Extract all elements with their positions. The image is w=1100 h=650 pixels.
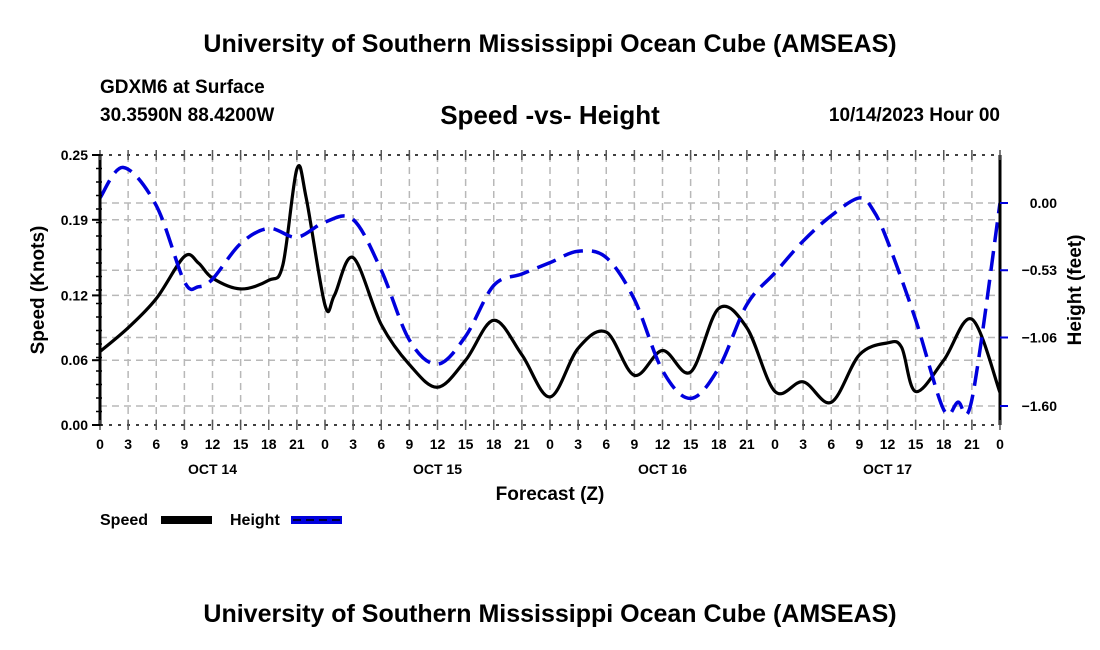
series-line-height bbox=[98, 165, 1002, 417]
legend: Speed Height bbox=[100, 512, 342, 529]
x-tick-label: 9 bbox=[630, 436, 638, 452]
x-tick-label: 9 bbox=[405, 436, 413, 452]
x-tick-label: 18 bbox=[711, 436, 727, 452]
day-label: OCT 15 bbox=[413, 461, 462, 477]
x-tick-label: 21 bbox=[964, 436, 980, 452]
x-tick-label: 0 bbox=[996, 436, 1004, 452]
x-tick-label: 15 bbox=[683, 436, 699, 452]
x-tick-label: 21 bbox=[739, 436, 755, 452]
bottom-title: University of Southern Mississippi Ocean… bbox=[203, 600, 897, 628]
x-tick-label: 3 bbox=[124, 436, 132, 452]
x-tick-label: 3 bbox=[799, 436, 807, 452]
day-label: OCT 16 bbox=[638, 461, 687, 477]
chart-subtitle: Speed -vs- Height bbox=[440, 100, 660, 130]
x-tick-label: 18 bbox=[486, 436, 502, 452]
y2-axis-label: Height (feet) bbox=[1065, 235, 1086, 346]
x-tick-label: 12 bbox=[880, 436, 896, 452]
x-tick-label: 15 bbox=[458, 436, 474, 452]
day-label: OCT 17 bbox=[863, 461, 912, 477]
date-label: 10/14/2023 Hour 00 bbox=[828, 105, 1000, 126]
x-tick-label: 12 bbox=[655, 436, 671, 452]
legend-label-height: Height bbox=[230, 512, 280, 529]
x-tick-label: 0 bbox=[546, 436, 554, 452]
y-tick-label: 0.19 bbox=[61, 212, 88, 228]
x-tick-label: 3 bbox=[574, 436, 582, 452]
y2-tick-label: −0.53 bbox=[1022, 262, 1058, 278]
legend-swatch-height bbox=[291, 516, 342, 524]
x-tick-label: 21 bbox=[289, 436, 305, 452]
y2-tick-label: 0.00 bbox=[1030, 195, 1057, 211]
main-title: University of Southern Mississippi Ocean… bbox=[203, 30, 897, 58]
legend-label-speed: Speed bbox=[100, 512, 148, 529]
series-line-speed bbox=[98, 164, 1002, 405]
x-tick-label: 18 bbox=[936, 436, 952, 452]
y2-tick-label: −1.06 bbox=[1022, 329, 1058, 345]
station-label: GDXM6 at Surface bbox=[100, 77, 265, 98]
day-label: OCT 14 bbox=[188, 461, 237, 477]
y-tick-label: 0.25 bbox=[61, 147, 88, 163]
x-tick-label: 15 bbox=[233, 436, 249, 452]
ticks: 0 3 6 9 12 15 18 21 0 3 6 9 12 15 18 21 0 3 6 9 12 15 18 21 0 3 6 9… bbox=[61, 147, 1057, 477]
x-tick-label: 12 bbox=[205, 436, 221, 452]
x-tick-label: 0 bbox=[96, 436, 104, 452]
x-tick-label: 12 bbox=[430, 436, 446, 452]
x-tick-label: 6 bbox=[152, 436, 160, 452]
x-tick-label: 6 bbox=[602, 436, 610, 452]
y-tick-label: 0.12 bbox=[61, 287, 88, 303]
y2-tick-label: −1.60 bbox=[1022, 398, 1058, 414]
x-tick-label: 21 bbox=[514, 436, 530, 452]
x-tick-label: 9 bbox=[180, 436, 188, 452]
x-axis-label: Forecast (Z) bbox=[496, 484, 605, 505]
grid-lines bbox=[100, 155, 1000, 425]
y-tick-label: 0.00 bbox=[61, 417, 88, 433]
x-tick-label: 15 bbox=[908, 436, 924, 452]
x-tick-label: 0 bbox=[321, 436, 329, 452]
y-axis-label: Speed (Knots) bbox=[28, 226, 49, 355]
y-tick-label: 0.06 bbox=[61, 352, 88, 368]
legend-swatch-speed bbox=[161, 516, 212, 524]
x-tick-label: 9 bbox=[855, 436, 863, 452]
series-layer bbox=[98, 164, 1002, 417]
x-tick-label: 6 bbox=[827, 436, 835, 452]
x-tick-label: 3 bbox=[349, 436, 357, 452]
coordinates-label: 30.3590N 88.4200W bbox=[100, 105, 275, 126]
x-tick-label: 0 bbox=[771, 436, 779, 452]
x-tick-label: 18 bbox=[261, 436, 277, 452]
x-tick-label: 6 bbox=[377, 436, 385, 452]
